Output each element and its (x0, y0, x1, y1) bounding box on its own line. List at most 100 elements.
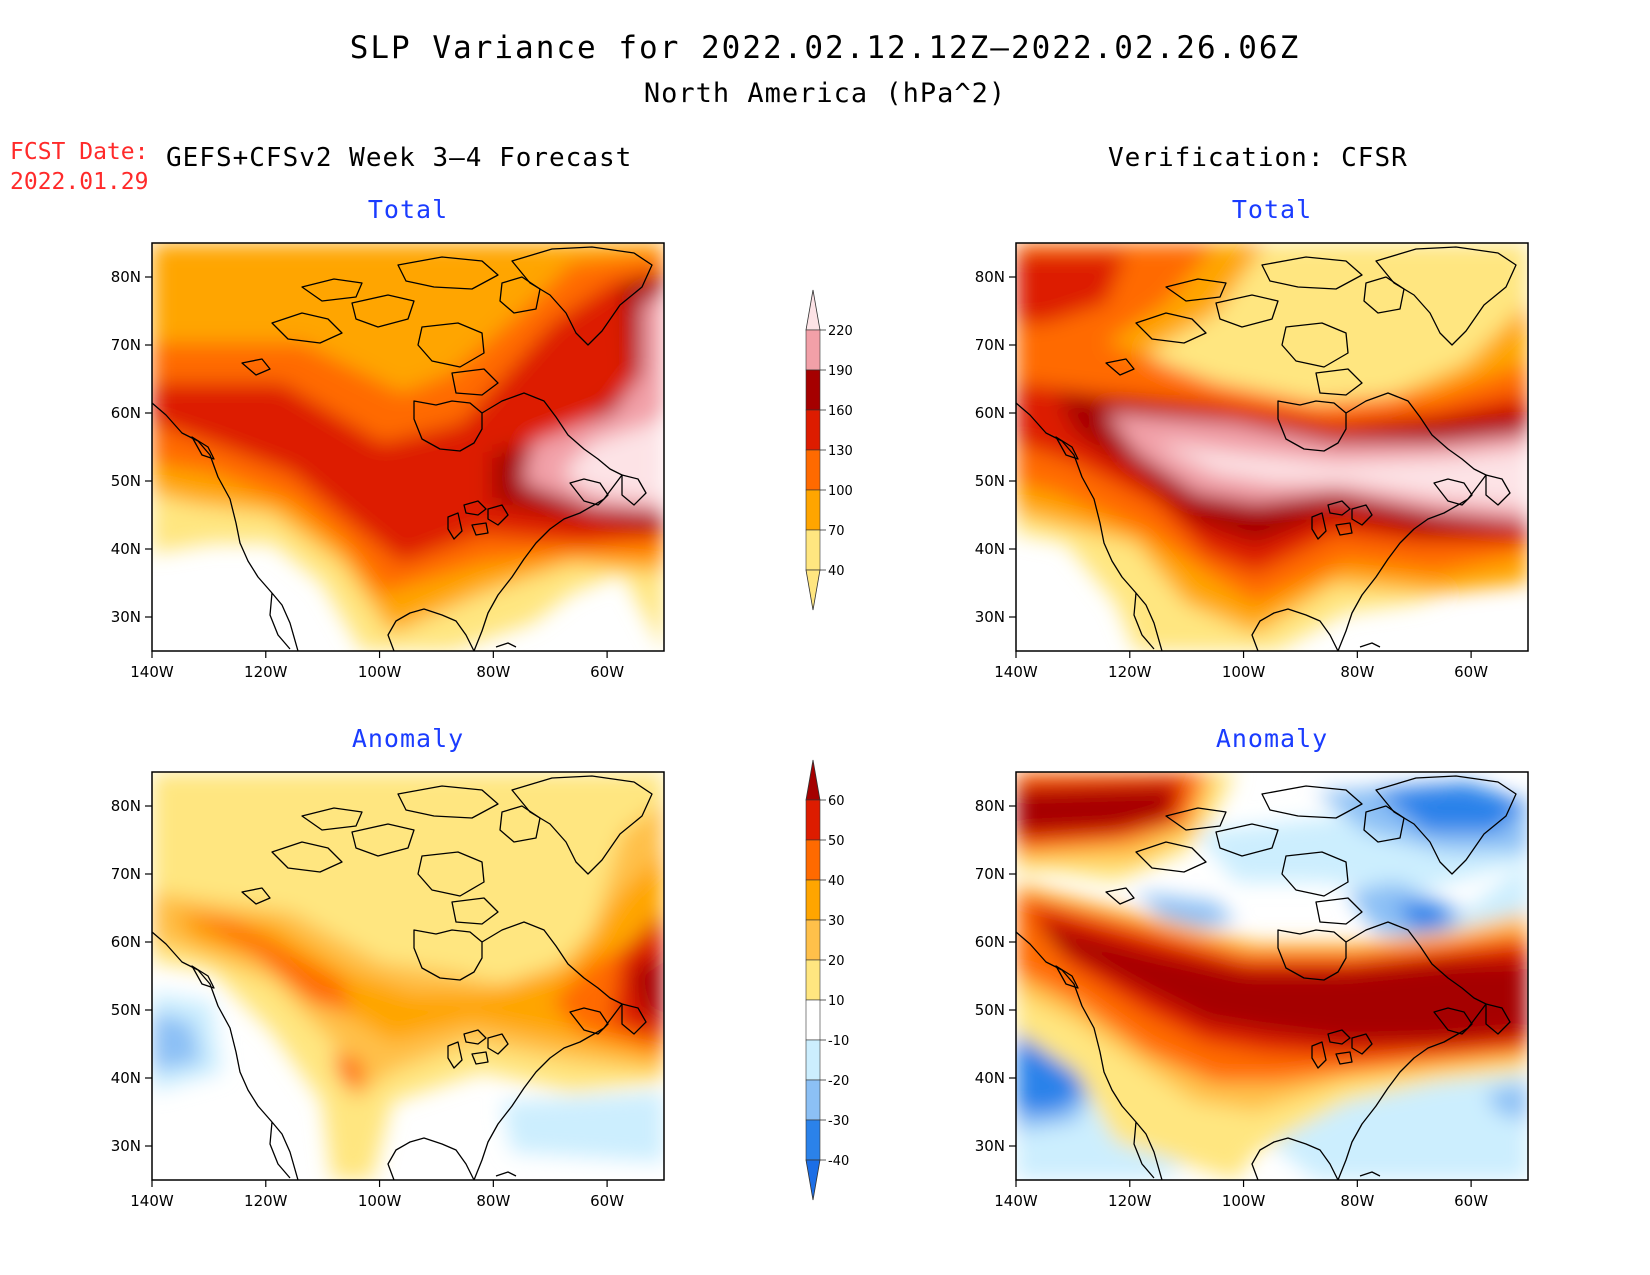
shaded-field (1016, 243, 1528, 651)
map-frame (151, 242, 665, 652)
lat-tick-label: 70N (111, 336, 141, 354)
colorbar-label: 40 (828, 564, 845, 579)
colorbar-segment (805, 329, 821, 371)
colorbar-segment (805, 449, 821, 491)
colorbar-segment (805, 489, 821, 531)
colorbar-label: -10 (828, 1034, 849, 1049)
shaded-band-7 (1156, 443, 1528, 508)
lon-tick-label: 80W (476, 1192, 510, 1210)
map-frame (151, 771, 665, 1181)
colorbar-label: 20 (828, 954, 845, 969)
colorbar-label: 160 (828, 404, 853, 419)
colorbar-label: 190 (828, 364, 853, 379)
lon-tick-label: 140W (130, 663, 174, 681)
map-title: SLP Variance for 2022.02.12.12Z–2022.02.… (349, 30, 1301, 66)
colorbar-label: 30 (828, 914, 845, 929)
lat-tick-label: 70N (111, 865, 141, 883)
total-colorbar: 220 190 160 130 100 70 40 (805, 289, 853, 611)
lat-tick-label: 30N (975, 1137, 1005, 1155)
lon-tick-label: 120W (1108, 663, 1152, 681)
lat-tick-label: 40N (975, 1069, 1005, 1087)
lon-tick-label: 100W (358, 663, 402, 681)
left-column-title: GEFS+CFSv2 Week 3–4 Forecast (166, 143, 633, 173)
verification-total-map-field (1016, 243, 1528, 651)
colorbar-segment (805, 959, 821, 1001)
lat-tick-label: 60N (975, 404, 1005, 422)
colorbar-segment (805, 879, 821, 921)
lon-tick-label: 140W (994, 1192, 1038, 1210)
shaded-field (1016, 772, 1528, 1180)
lon-tick-label: 140W (994, 663, 1038, 681)
verification-total-map: 140W 120W 100W 80W 60W 80N 70N 60N 50N 40N 30N (975, 242, 1529, 681)
forecast-total-title: Total (367, 195, 449, 224)
map-subtitle: North America (hPa^2) (643, 78, 1007, 109)
lat-tick-label: 40N (975, 540, 1005, 558)
verification-total-title: Total (1231, 195, 1313, 224)
lat-tick-label: 80N (975, 268, 1005, 286)
verification-anomaly-map: 140W 120W 100W 80W 60W 80N 70N 60N 50N 40N 30N (975, 771, 1529, 1210)
colorbar-label: 70 (828, 524, 845, 539)
colorbar-top-arrow (805, 759, 821, 801)
forecast-anomaly-map-field (152, 772, 664, 1180)
anomaly-colorbar: 60 50 40 30 20 10 -10 -20 -30 -40 (805, 759, 849, 1201)
shaded-field (152, 772, 664, 1180)
lat-tick-label: 50N (111, 472, 141, 490)
colorbar-segment (805, 409, 821, 451)
lon-tick-label: 60W (1454, 663, 1488, 681)
lat-tick-label: 60N (975, 933, 1005, 951)
lat-tick-label: 50N (975, 1001, 1005, 1019)
lon-tick-label: 80W (1340, 1192, 1374, 1210)
colorbar-label: 40 (828, 874, 845, 889)
shaded-band-3 (1016, 782, 1528, 1112)
colorbar-label: -40 (828, 1154, 849, 1169)
colorbar-label: 10 (828, 994, 845, 1009)
colorbar-segment (805, 1119, 821, 1161)
colorbar-bottom-arrow (805, 569, 821, 611)
lat-tick-label: 80N (111, 797, 141, 815)
colorbar-segment (805, 1079, 821, 1121)
shaded-band-8 (1016, 787, 1528, 1042)
lat-tick-label: 70N (975, 865, 1005, 883)
colorbar-label: 50 (828, 834, 845, 849)
lat-tick-label: 70N (975, 336, 1005, 354)
lat-tick-label: 60N (111, 404, 141, 422)
lat-tick-label: 80N (975, 797, 1005, 815)
shaded-field (152, 243, 664, 651)
colorbar-segment (805, 799, 821, 841)
colorbar-top-arrow (805, 289, 821, 331)
colorbar-segment (805, 839, 821, 881)
colorbar-bottom-arrow (805, 1159, 821, 1201)
lon-tick-label: 120W (244, 663, 288, 681)
lon-tick-label: 60W (590, 663, 624, 681)
forecast-total-map: 140W 120W 100W 80W 60W 80N 70N 60N 50N 40N 30N (111, 242, 665, 681)
verification-total-map-fill (1016, 243, 1528, 651)
verification-anomaly-map-field (1016, 772, 1528, 1180)
right-column-title: Verification: CFSR (1108, 143, 1408, 173)
lat-tick-label: 30N (111, 608, 141, 626)
lat-tick-label: 50N (975, 472, 1005, 490)
lat-tick-label: 30N (975, 608, 1005, 626)
lat-tick-label: 50N (111, 1001, 141, 1019)
lon-tick-label: 80W (1340, 663, 1374, 681)
lon-tick-label: 60W (590, 1192, 624, 1210)
verification-anomaly-map-fill (1016, 772, 1528, 1180)
map-frame (1015, 771, 1529, 1181)
colorbar-label: 130 (828, 444, 853, 459)
fcst-date-value: 2022.01.29 (10, 169, 149, 195)
colorbar-segment (805, 999, 821, 1041)
lat-tick-label: 30N (111, 1137, 141, 1155)
forecast-total-map-fill (152, 243, 664, 651)
lat-tick-label: 80N (111, 268, 141, 286)
colorbar-label: 60 (828, 794, 845, 809)
colorbar-label: -30 (828, 1114, 849, 1129)
colorbar-segment (805, 369, 821, 411)
forecast-total-map-field (152, 243, 664, 651)
shaded-band-5 (172, 852, 664, 1062)
forecast-anomaly-map: 140W 120W 100W 80W 60W 80N 70N 60N 50N 40N 30N (111, 771, 665, 1210)
lon-tick-label: 100W (1222, 663, 1266, 681)
lat-tick-label: 40N (111, 540, 141, 558)
shaded-band-6 (182, 912, 664, 1092)
lon-tick-label: 100W (1222, 1192, 1266, 1210)
shaded-band-2 (152, 1012, 202, 1072)
